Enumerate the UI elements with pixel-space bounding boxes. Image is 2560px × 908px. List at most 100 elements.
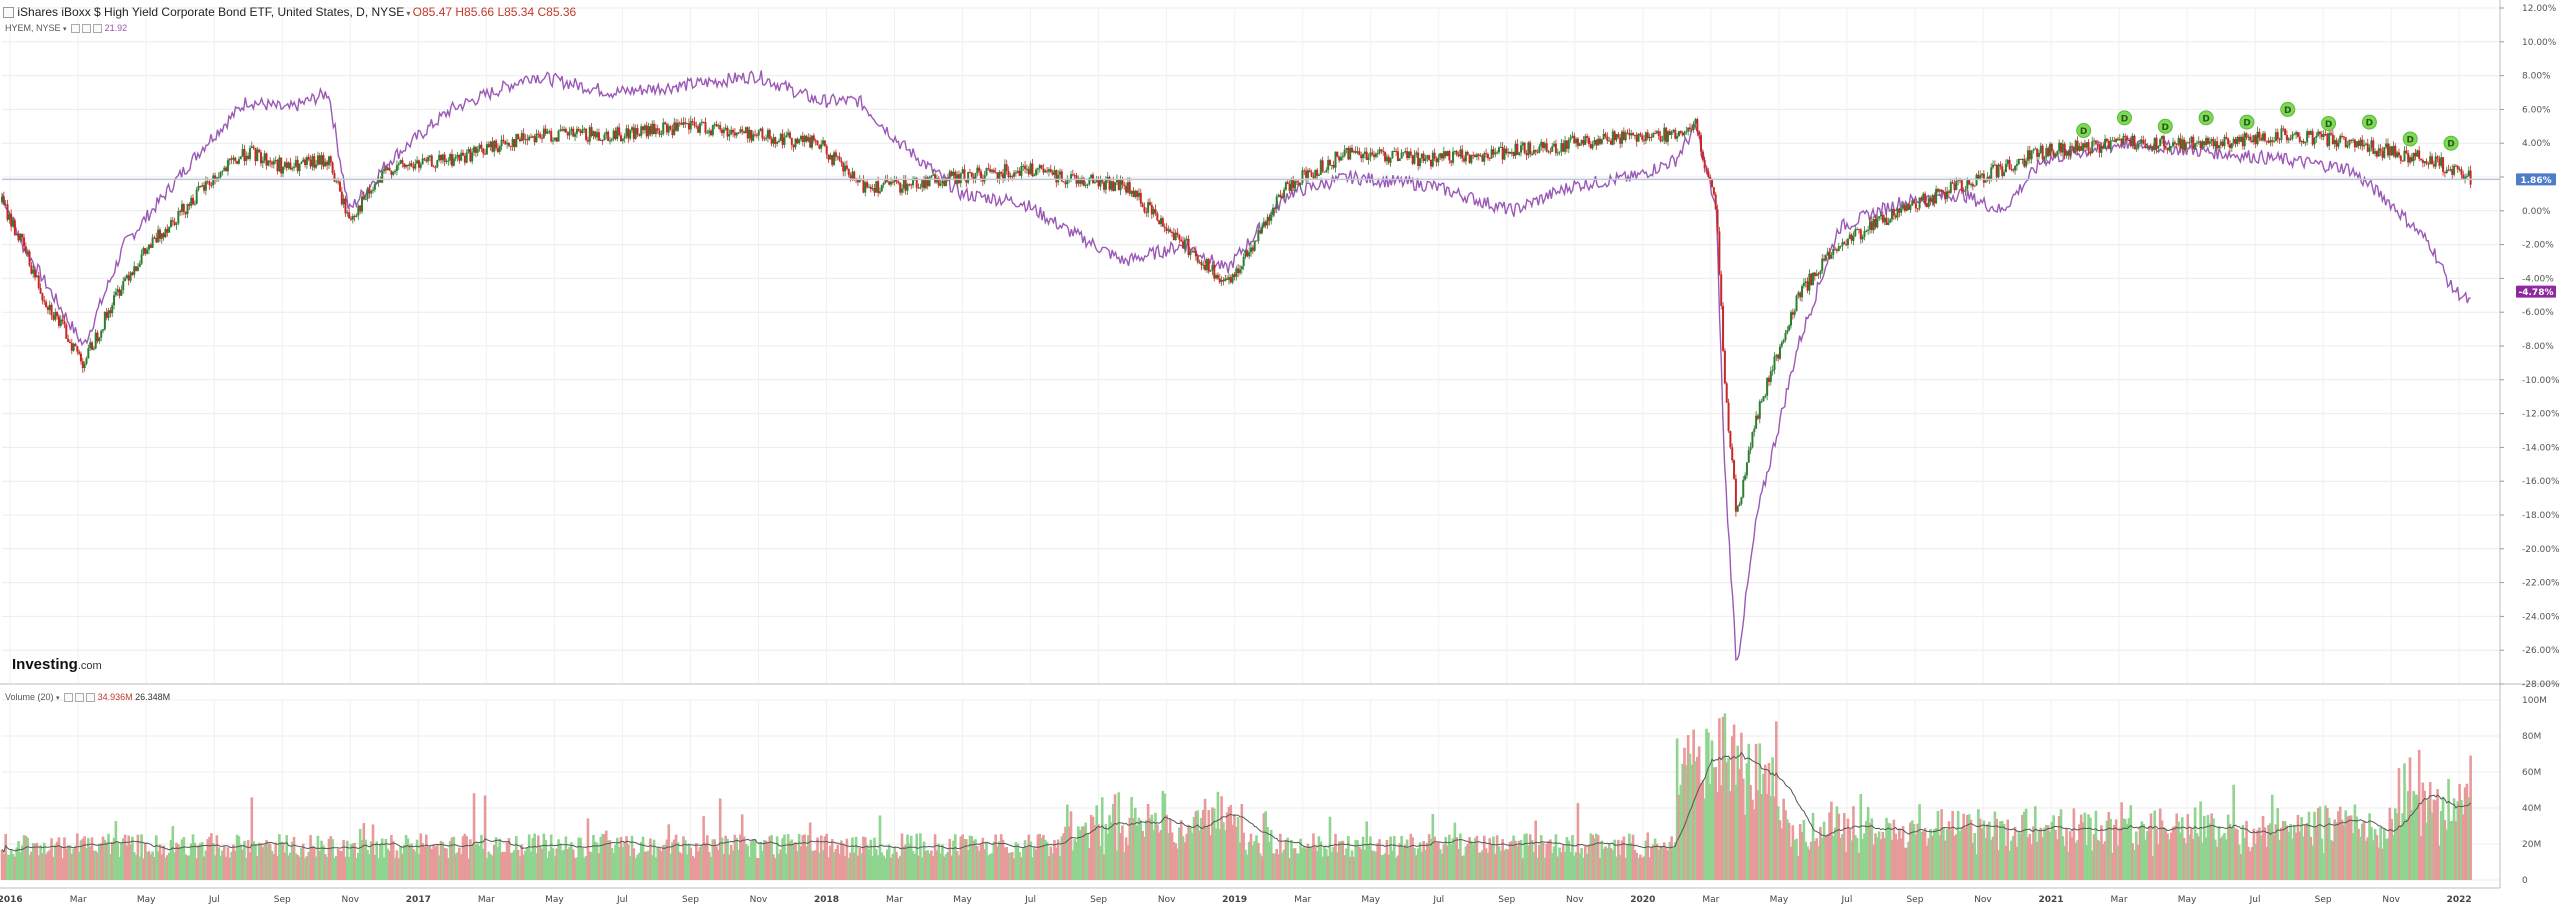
volume-bar (722, 853, 726, 880)
candle-body (434, 167, 437, 169)
volume-bar (645, 851, 649, 880)
volume-label[interactable]: Volume (20) (5, 692, 54, 702)
volume-bar (2384, 838, 2388, 880)
candle-body (1121, 178, 1124, 185)
dividend-label: D (2121, 114, 2128, 124)
volume-bar (2417, 749, 2421, 880)
volume-bar (1721, 716, 1725, 880)
candle-body (373, 184, 376, 190)
collapse-toggle-icon[interactable] (3, 7, 14, 19)
volume-bar (542, 833, 546, 880)
candle-body (10, 214, 13, 227)
volume-bar (750, 841, 753, 880)
volume-bar (461, 836, 465, 880)
candle-body (1325, 170, 1328, 172)
volume-bar (1034, 849, 1038, 880)
chevron-down-icon[interactable]: ▾ (63, 26, 67, 33)
volume-bar (1159, 830, 1163, 880)
chevron-down-icon[interactable]: ▾ (404, 9, 413, 18)
volume-bar (103, 839, 107, 880)
volume-bar (1888, 823, 1892, 880)
hide-icon[interactable] (82, 24, 92, 34)
volume-bar (1642, 856, 1646, 880)
candle-body (364, 199, 367, 201)
volume-bar (1043, 839, 1047, 880)
candle-body (1128, 182, 1131, 194)
volume-bar (526, 847, 529, 880)
volume-bar (1405, 839, 1409, 880)
candle-body (724, 127, 727, 130)
volume-bar (678, 852, 682, 880)
volume-bar (2364, 840, 2368, 880)
volume-bar (296, 855, 300, 880)
candle-body (1358, 151, 1361, 156)
candle-body (2451, 169, 2454, 175)
candle-body (542, 128, 545, 139)
candle-body (1823, 258, 1826, 261)
candle-body (2443, 171, 2446, 174)
candle-body (941, 180, 944, 184)
volume-bar (983, 849, 986, 880)
close-icon[interactable] (86, 693, 96, 703)
candle-body (2091, 141, 2094, 154)
volume-bar (2344, 810, 2348, 880)
x-tick-label: Mar (886, 895, 903, 905)
volume-bar (553, 856, 557, 880)
candle-body (1171, 232, 1174, 234)
candle-body (820, 144, 823, 149)
volume-bar (13, 856, 17, 880)
candle-body (169, 220, 172, 227)
candle-body (2219, 141, 2222, 146)
volume-bar (2456, 801, 2460, 880)
candle-body (1147, 202, 1150, 213)
volume-bar (1396, 855, 1400, 880)
volume-bar (1106, 833, 1110, 880)
settings-icon[interactable] (71, 24, 81, 34)
hide-icon[interactable] (75, 693, 85, 703)
candle-body (100, 330, 103, 338)
candle-body (1202, 264, 1205, 266)
volume-bar (448, 841, 452, 880)
candle-body (2300, 140, 2303, 142)
compare-symbol[interactable]: HYEM, NYSE (5, 23, 61, 33)
close-icon[interactable] (93, 24, 103, 34)
settings-icon[interactable] (64, 693, 74, 703)
y-tick-label: -2.00% (2522, 241, 2554, 251)
volume-bar (1932, 829, 1936, 880)
candle-body (1632, 133, 1635, 135)
volume-bar (2092, 834, 2096, 880)
volume-bar (1991, 836, 1995, 880)
volume-bar (972, 840, 975, 880)
volume-bar (1227, 806, 1231, 880)
candle-body (867, 186, 870, 188)
candle-body (2328, 133, 2331, 147)
instrument-title[interactable]: iShares iBoxx $ High Yield Corporate Bon… (17, 5, 405, 19)
volume-bar (2004, 845, 2008, 880)
candle-body (673, 122, 676, 136)
candle-body (798, 139, 801, 144)
chevron-down-icon[interactable]: ▾ (56, 695, 60, 702)
candle-body (847, 168, 850, 176)
candle-body (428, 155, 431, 158)
volume-bar (109, 853, 112, 880)
candle-body (2203, 141, 2206, 146)
candle-body (728, 134, 731, 137)
volume-bar (336, 848, 340, 880)
candle-body (1472, 154, 1475, 156)
volume-bar (1306, 843, 1310, 880)
volume-bar (581, 848, 584, 880)
volume-bar (2199, 801, 2202, 880)
compare-value: 21.92 (104, 23, 128, 33)
candle-body (30, 265, 33, 274)
candle-body (2449, 169, 2452, 171)
volume-bar (1729, 791, 1732, 880)
candle-body (1319, 160, 1322, 175)
volume-bar (2450, 820, 2454, 880)
candle-body (2050, 143, 2053, 152)
candle-body (603, 134, 606, 141)
volume-bar (450, 837, 454, 880)
volume-bar (625, 836, 628, 880)
candle-body (722, 129, 725, 134)
candle-body (2230, 143, 2233, 148)
